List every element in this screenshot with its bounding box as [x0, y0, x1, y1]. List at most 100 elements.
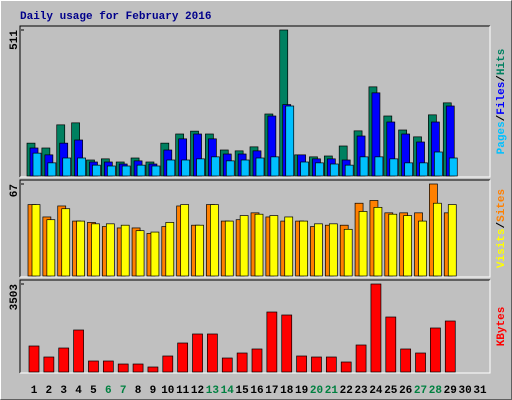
bar [343, 228, 353, 277]
bar [355, 344, 367, 373]
x-tick-label: 19 [295, 385, 308, 397]
bar [76, 220, 85, 277]
x-tick-label: 3 [60, 385, 67, 397]
x-tick-label: 26 [399, 385, 412, 397]
bar [315, 162, 324, 177]
bar [251, 348, 263, 373]
bar [147, 366, 159, 373]
x-tick-label: 23 [354, 385, 368, 397]
panel-border [20, 180, 491, 278]
bar [91, 223, 100, 277]
x-tick-label: 24 [369, 385, 383, 397]
bar [106, 165, 116, 177]
x-tick-label: 22 [340, 385, 353, 397]
bar [207, 333, 218, 373]
panel-border [19, 279, 490, 373]
bar [43, 356, 55, 373]
chart-title: Daily usage for February 2016 [20, 11, 211, 23]
x-tick-label: 14 [221, 385, 235, 397]
bar [389, 158, 399, 177]
y-tick-label: 3503 [9, 284, 21, 311]
bar [370, 283, 382, 373]
bar [284, 216, 294, 277]
bar [430, 327, 441, 373]
legend-separator: / [496, 75, 508, 82]
bar [192, 333, 203, 373]
bar [121, 165, 131, 177]
bar [47, 162, 57, 177]
bar [211, 156, 220, 177]
bar [132, 363, 144, 373]
bar [299, 220, 308, 277]
x-tick-label: 30 [459, 385, 472, 397]
bar [254, 213, 264, 277]
y-tick-label: 67 [9, 184, 21, 197]
bar [31, 204, 41, 277]
x-tick-label: 18 [280, 385, 294, 397]
bar [105, 223, 115, 277]
x-tick-label: 8 [135, 385, 142, 397]
bar [419, 162, 428, 177]
legend-entry: Sites [496, 189, 508, 222]
x-tick-label: 15 [236, 385, 250, 397]
y-tick-label: 511 [9, 30, 21, 50]
bar [196, 158, 205, 177]
bar [177, 342, 189, 373]
bar [224, 220, 234, 277]
x-tick-label: 2 [46, 385, 53, 397]
bar [325, 356, 337, 373]
bar [151, 165, 161, 177]
bar [300, 161, 309, 177]
panel-border [20, 26, 491, 178]
legend-entry: Visits [496, 229, 508, 269]
bar [117, 363, 129, 373]
bar [266, 311, 278, 373]
bar [136, 164, 146, 177]
bar [135, 230, 145, 277]
bar [32, 152, 42, 177]
panel-border [19, 179, 490, 277]
legend-separator: / [496, 222, 508, 229]
bar [400, 348, 412, 373]
legend-entry: Files [496, 82, 508, 115]
bar [195, 224, 204, 277]
bar [434, 151, 443, 177]
legend: KBytes [496, 307, 508, 347]
bar [358, 211, 368, 277]
bar [270, 156, 280, 177]
x-tick-label: 16 [250, 385, 263, 397]
x-tick-label: 31 [473, 385, 487, 397]
bar [150, 231, 160, 277]
legend-entry: Hits [496, 49, 508, 75]
x-tick-label: 10 [161, 385, 174, 397]
bar [221, 357, 233, 373]
bar [210, 204, 219, 277]
bar [88, 360, 99, 373]
bar [340, 361, 352, 373]
bar [46, 219, 56, 277]
bar [28, 345, 40, 373]
bar [165, 222, 175, 277]
x-tick-label: 25 [384, 385, 398, 397]
bar [281, 314, 293, 373]
bar [181, 159, 191, 177]
bar [447, 204, 457, 277]
x-tick-label: 6 [105, 385, 112, 397]
bar [444, 320, 456, 373]
panel-border [20, 280, 491, 374]
x-tick-label: 9 [150, 385, 157, 397]
bar [404, 162, 414, 177]
bar [415, 352, 426, 373]
x-tick-label: 17 [265, 385, 278, 397]
bar [162, 355, 174, 373]
bar [180, 204, 190, 277]
bar [225, 160, 235, 177]
bar [344, 164, 354, 177]
bar [166, 159, 176, 177]
legend-separator: / [496, 114, 508, 121]
bar [433, 202, 442, 277]
x-tick-label: 12 [191, 385, 204, 397]
x-tick-label: 11 [176, 385, 190, 397]
bar [92, 164, 101, 177]
bar [73, 329, 84, 373]
